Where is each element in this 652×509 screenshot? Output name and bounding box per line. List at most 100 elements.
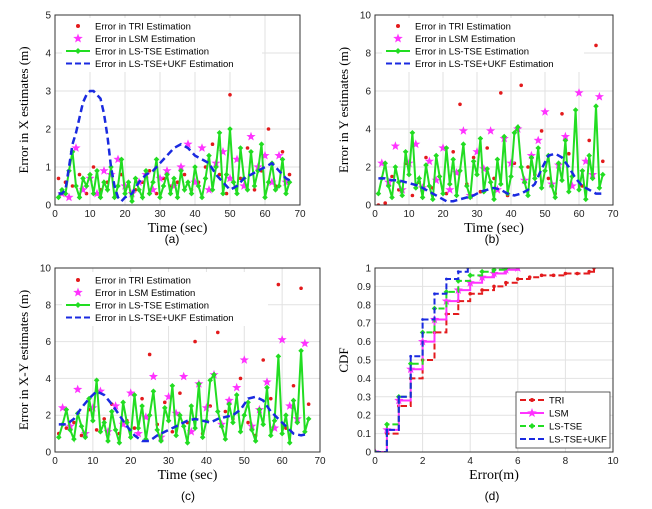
data-point	[413, 185, 419, 191]
data-point	[95, 386, 105, 396]
series-error-in-ls-tse-estimation	[55, 126, 293, 204]
data-point	[504, 280, 508, 285]
data-point	[169, 382, 176, 389]
series-group	[55, 89, 294, 204]
x-tick-label: 70	[314, 456, 326, 467]
series-error-in-ls-tse-ukf-estimation	[58, 89, 294, 204]
data-point	[248, 149, 254, 155]
data-point	[186, 427, 196, 436]
legend-marker	[530, 398, 534, 402]
data-point	[148, 185, 158, 194]
x-tick-label: 10	[87, 456, 99, 467]
data-point	[64, 192, 74, 202]
data-point	[214, 408, 221, 415]
data-point	[162, 400, 167, 405]
legend-label: Error in LSM Estimation	[415, 34, 515, 45]
y-tick-label: 1	[365, 264, 371, 275]
data-point	[178, 391, 182, 395]
data-point	[494, 156, 501, 163]
data-point	[62, 190, 69, 197]
data-point	[177, 412, 183, 418]
x-tick-label: 2	[420, 456, 426, 467]
y-tick-label: 6	[45, 337, 51, 348]
data-point	[140, 396, 144, 401]
legend-label: Error in LSM Estimation	[95, 288, 195, 299]
data-point	[271, 417, 278, 424]
data-point	[477, 135, 484, 142]
data-point	[154, 191, 159, 196]
data-point	[406, 171, 412, 178]
data-point	[426, 183, 433, 189]
data-point	[155, 173, 165, 183]
legend-marker	[527, 408, 537, 417]
data-point	[533, 135, 543, 145]
data-point	[458, 102, 462, 107]
data-point	[174, 194, 181, 201]
data-point	[115, 183, 121, 189]
data-point	[158, 438, 164, 444]
data-point	[157, 194, 163, 201]
data-point	[101, 419, 108, 426]
data-point	[73, 384, 83, 394]
data-point	[199, 194, 205, 201]
data-point	[305, 416, 312, 422]
y-tick-label: 2	[365, 163, 371, 174]
legend-marker	[393, 33, 403, 43]
data-point	[539, 273, 544, 278]
y-tick-label: 10	[360, 11, 372, 22]
data-point	[519, 83, 523, 88]
data-point	[409, 130, 416, 136]
x-tick-label: 0	[372, 209, 378, 220]
data-point	[73, 183, 79, 189]
data-point	[472, 147, 482, 156]
x-tick-label: 30	[163, 456, 175, 467]
data-point	[56, 176, 61, 181]
chart-b: 0 10 20 30 40 50 60 70 0 2 4 6 8 10 Time (sec) Error in…	[336, 11, 619, 247]
x-tick-label: 50	[239, 456, 251, 467]
x-tick-label: 50	[539, 209, 551, 220]
data-point	[179, 371, 189, 381]
y-tick-label: 10	[40, 264, 52, 275]
x-tick-label: 10	[84, 209, 96, 220]
data-point	[525, 192, 531, 199]
legend-marker	[529, 423, 535, 429]
data-point	[447, 181, 453, 187]
legend-label: Error in LS-TSE Estimation	[95, 47, 209, 58]
data-point	[136, 187, 142, 193]
data-point	[423, 162, 429, 168]
series-line	[58, 389, 309, 443]
axes-frame	[54, 14, 301, 206]
y-tick-label: 0.8	[357, 300, 371, 311]
legend-marker	[73, 33, 83, 43]
data-point	[90, 417, 96, 424]
data-point	[87, 171, 93, 178]
data-point	[511, 130, 518, 136]
data-point	[268, 396, 273, 401]
data-point	[491, 268, 497, 273]
y-axis-label: CDF	[336, 347, 351, 372]
data-point	[154, 427, 161, 433]
data-point	[538, 185, 545, 191]
y-tick-label: 8	[365, 49, 371, 60]
data-point	[586, 152, 592, 159]
data-point	[192, 425, 198, 431]
data-point	[83, 183, 90, 189]
x-tick-label: 6	[515, 456, 521, 467]
x-tick-label: 60	[573, 209, 585, 220]
data-point	[535, 145, 541, 151]
legend-marker	[75, 48, 81, 54]
data-point	[430, 196, 436, 203]
data-point	[260, 421, 267, 428]
data-point	[306, 402, 311, 406]
y-tick-label: 0	[45, 201, 51, 212]
data-point	[287, 172, 292, 177]
y-tick-label: 0.2	[357, 411, 371, 422]
data-point	[251, 183, 258, 189]
y-tick-label: 2	[45, 411, 51, 422]
data-point	[560, 112, 564, 116]
x-tick-label: 20	[119, 209, 131, 220]
x-axis-label: Time (sec)	[158, 468, 218, 483]
data-point	[201, 403, 211, 412]
